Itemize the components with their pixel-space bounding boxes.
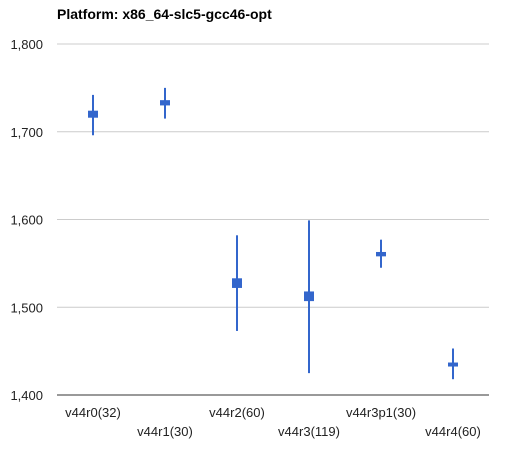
candle-body	[448, 362, 458, 367]
candle-body	[232, 278, 242, 288]
candle-body	[304, 291, 314, 302]
chart-title: Platform: x86_64-slc5-gcc46-opt	[57, 6, 272, 22]
candles	[88, 87, 458, 380]
candle-body	[376, 251, 386, 257]
x-tick-label: v44r2(60)	[209, 405, 265, 420]
x-tick-label: v44r3p1(30)	[346, 405, 416, 420]
x-tick-label: v44r4(60)	[425, 424, 481, 439]
gridlines	[57, 43, 489, 308]
y-tick-label: 1,800	[10, 37, 43, 52]
y-tick-label: 1,500	[10, 300, 43, 315]
y-tick-label: 1,700	[10, 125, 43, 140]
x-axis-tick-labels: v44r0(32) v44r1(30) v44r2(60) v44r3(119) v44…	[65, 405, 481, 439]
candle-body	[88, 110, 98, 118]
y-tick-label: 1,600	[10, 213, 43, 228]
x-tick-label: v44r0(32)	[65, 405, 121, 420]
candle-body	[160, 100, 170, 106]
y-tick-label: 1,400	[10, 388, 43, 403]
x-tick-label: v44r1(30)	[137, 424, 193, 439]
x-tick-label: v44r3(119)	[278, 424, 340, 439]
y-axis-tick-labels: 1,400 1,500 1,600 1,700 1,800	[10, 37, 43, 403]
